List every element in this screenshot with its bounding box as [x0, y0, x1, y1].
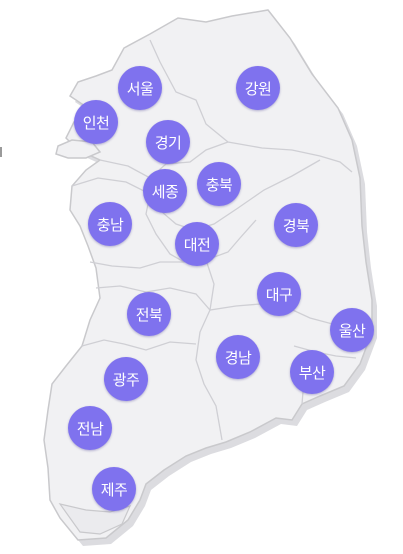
region-daegu-button[interactable]: 대구: [257, 272, 301, 316]
region-chungnam-button[interactable]: 충남: [88, 202, 132, 246]
region-label: 제주: [100, 480, 128, 499]
region-label: 전북: [135, 305, 163, 324]
region-ulsan-button[interactable]: 울산: [330, 308, 374, 352]
region-seoul-button[interactable]: 서울: [118, 66, 162, 110]
region-incheon-button[interactable]: 인천: [74, 100, 118, 144]
region-jeonnam-button[interactable]: 전남: [68, 406, 112, 450]
region-label: 광주: [112, 370, 140, 389]
southern-coast-detail: [58, 503, 132, 535]
peninsula-shape[interactable]: [43, 9, 373, 541]
edge-marker: [0, 147, 2, 157]
region-gwangju-button[interactable]: 광주: [104, 357, 148, 401]
region-label: 인천: [82, 113, 110, 132]
region-label: 경북: [282, 216, 310, 235]
region-gyeongbuk-button[interactable]: 경북: [274, 203, 318, 247]
region-label: 부산: [298, 363, 326, 382]
region-gyeongnam-button[interactable]: 경남: [216, 335, 260, 379]
region-label: 강원: [244, 79, 272, 98]
region-label: 대전: [183, 235, 211, 254]
region-label: 경남: [224, 348, 252, 367]
region-busan-button[interactable]: 부산: [290, 350, 334, 394]
region-label: 세종: [151, 182, 179, 201]
region-label: 충남: [96, 215, 124, 234]
region-daejeon-button[interactable]: 대전: [175, 222, 219, 266]
region-jeju-button[interactable]: 제주: [92, 467, 136, 511]
incheon-coast: [55, 139, 102, 159]
region-label: 경기: [154, 133, 182, 152]
region-gyeonggi-button[interactable]: 경기: [146, 120, 190, 164]
region-jeonbuk-button[interactable]: 전북: [127, 292, 171, 336]
region-sejong-button[interactable]: 세종: [143, 169, 187, 213]
region-chungbuk-button[interactable]: 충북: [197, 162, 241, 206]
region-label: 서울: [126, 79, 154, 98]
region-label: 대구: [265, 285, 293, 304]
region-gangwon-button[interactable]: 강원: [236, 66, 280, 110]
region-label: 울산: [338, 321, 366, 340]
region-label: 충북: [205, 175, 233, 194]
region-label: 전남: [76, 419, 104, 438]
